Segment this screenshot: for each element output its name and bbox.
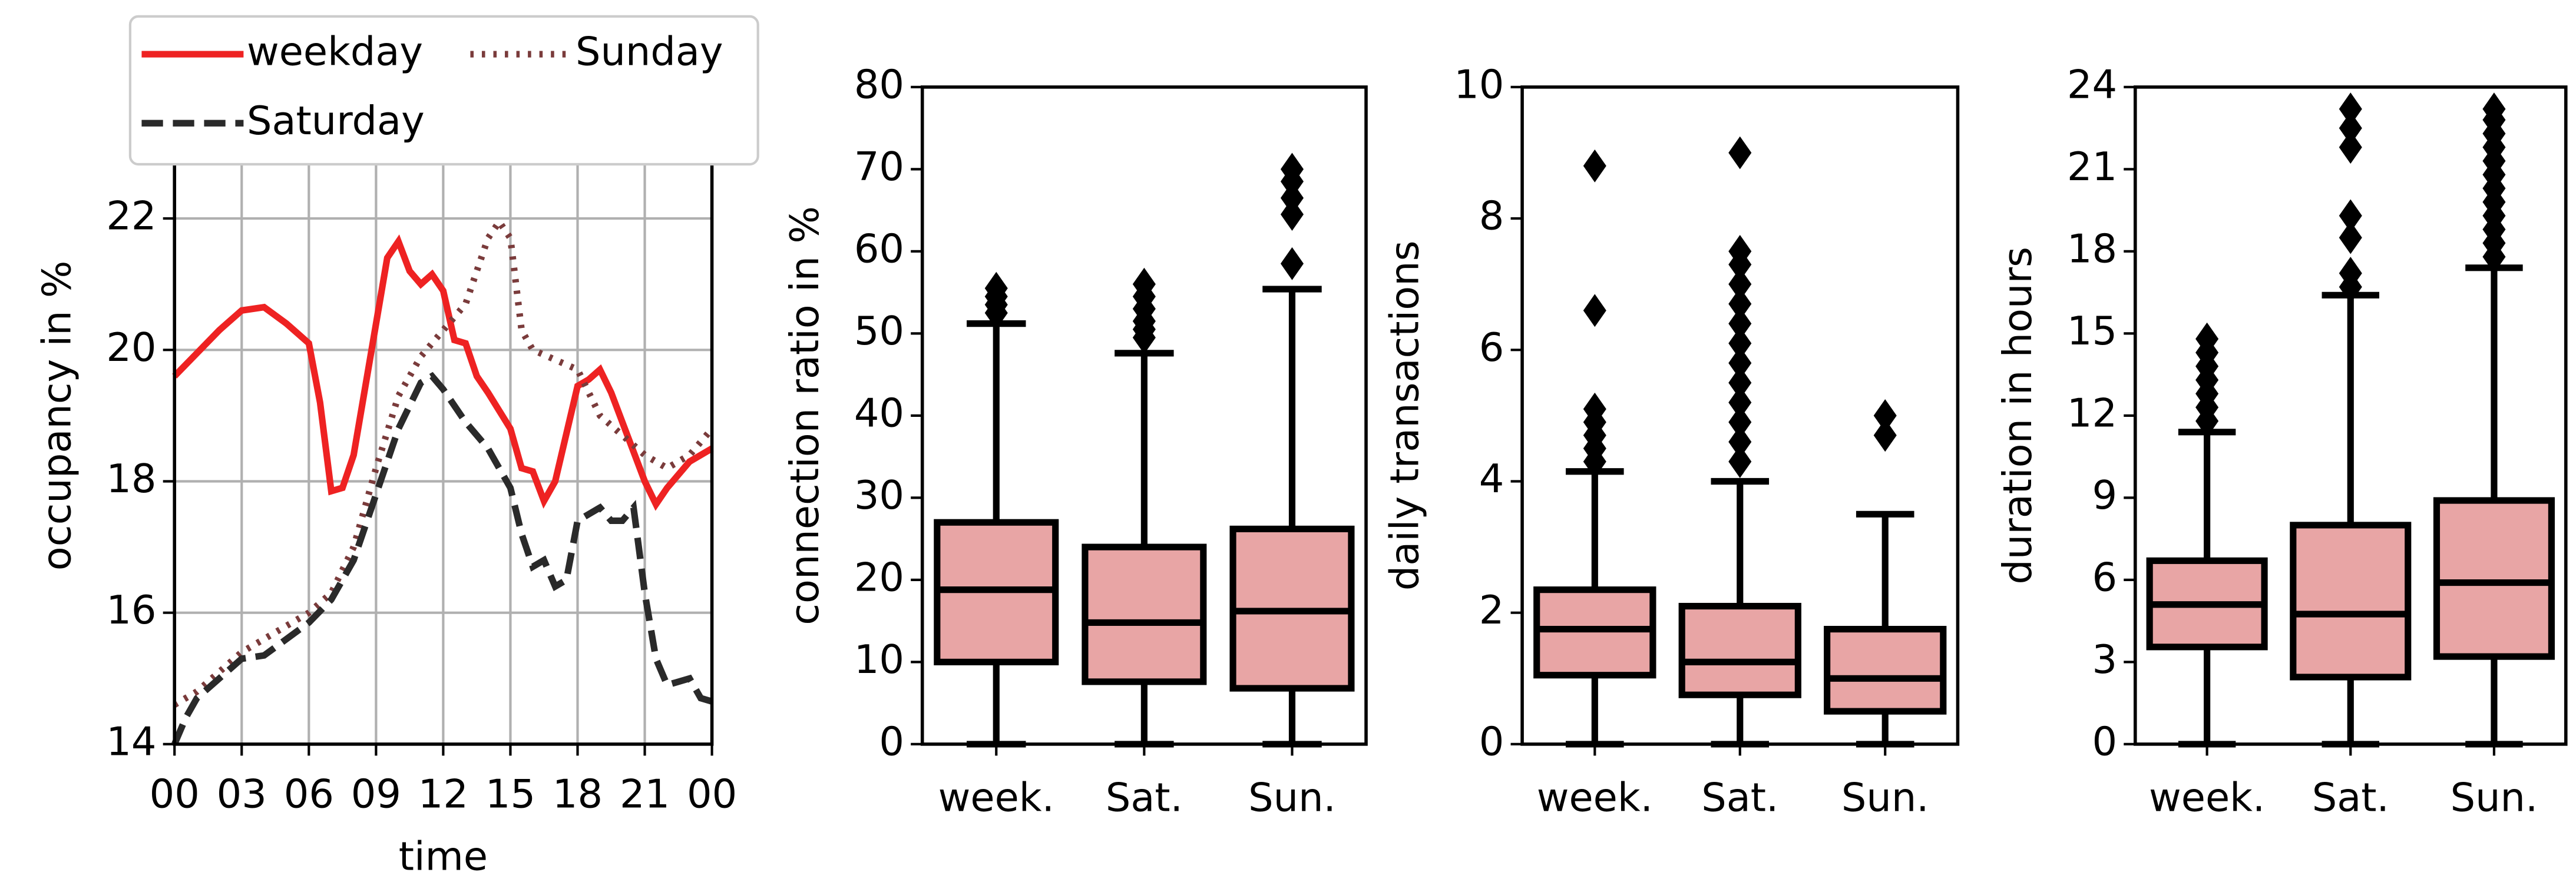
y-tick-label: 0 bbox=[2092, 718, 2117, 764]
x-tick-label: Sun. bbox=[1841, 774, 1929, 820]
flier bbox=[1728, 445, 1752, 478]
legend-label: Sunday bbox=[576, 29, 723, 75]
y-tick-label: 22 bbox=[106, 193, 156, 239]
box bbox=[1824, 626, 1947, 715]
y-tick-label: 10 bbox=[1454, 61, 1504, 107]
flier bbox=[1728, 234, 1752, 268]
y-tick-label: 40 bbox=[854, 390, 904, 436]
y-tick-label: 15 bbox=[2067, 308, 2117, 354]
y-tick-label: 6 bbox=[1479, 324, 1504, 370]
y-tick-label: 0 bbox=[879, 718, 904, 764]
y-tick-label: 21 bbox=[2067, 144, 2117, 190]
flier bbox=[1728, 136, 1752, 170]
y-tick-label: 50 bbox=[854, 308, 904, 354]
x-tick-label: 00 bbox=[150, 771, 200, 817]
flier bbox=[1873, 419, 1897, 452]
flier bbox=[2339, 131, 2362, 164]
flier bbox=[2339, 111, 2362, 145]
y-tick-label: 16 bbox=[106, 587, 156, 633]
y-tick-label: 10 bbox=[854, 636, 904, 682]
x-tick-label: Sun. bbox=[1248, 774, 1336, 820]
flier bbox=[984, 271, 1008, 305]
y-tick-label: 12 bbox=[2067, 390, 2117, 436]
y-tick-label: 3 bbox=[2092, 636, 2117, 682]
y-axis-label: duration in hours bbox=[1995, 247, 2041, 585]
y-tick-label: 60 bbox=[854, 226, 904, 271]
y-tick-label: 9 bbox=[2092, 472, 2117, 518]
x-tick-label: 03 bbox=[217, 771, 267, 817]
x-tick-label: week. bbox=[1537, 774, 1653, 820]
y-tick-label: 14 bbox=[106, 718, 156, 764]
x-tick-label: 18 bbox=[553, 771, 603, 817]
flier bbox=[1132, 267, 1156, 301]
flier bbox=[1728, 406, 1752, 439]
x-tick-label: 21 bbox=[620, 771, 670, 817]
flier bbox=[2339, 92, 2362, 125]
x-tick-label: week. bbox=[938, 774, 1054, 820]
y-tick-label: 24 bbox=[2067, 61, 2117, 107]
flier bbox=[1728, 425, 1752, 459]
axes-frame bbox=[920, 85, 1368, 746]
box bbox=[2290, 522, 2412, 681]
flier bbox=[1583, 149, 1606, 183]
y-axis-label: connection ratio in % bbox=[782, 206, 828, 625]
line-series bbox=[172, 234, 714, 511]
y-tick-label: 20 bbox=[106, 324, 156, 370]
flier bbox=[2339, 257, 2362, 290]
flier bbox=[1728, 346, 1752, 380]
flier bbox=[1728, 327, 1752, 360]
line-series bbox=[171, 372, 713, 746]
legend-frame bbox=[128, 15, 759, 166]
box bbox=[1678, 602, 1801, 698]
axes-frame bbox=[2133, 85, 2568, 746]
y-tick-label: 2 bbox=[1479, 587, 1504, 633]
axes-frame bbox=[1520, 85, 1960, 746]
flier bbox=[1583, 294, 1606, 327]
x-tick-label: 09 bbox=[351, 771, 401, 817]
y-axis-label: daily transactions bbox=[1381, 241, 1427, 591]
y-tick-label: 18 bbox=[2067, 226, 2117, 271]
y-tick-label: 0 bbox=[1479, 718, 1504, 764]
y-tick-label: 4 bbox=[1479, 456, 1504, 502]
flier bbox=[2482, 92, 2506, 125]
y-axis-label: occupancy in % bbox=[34, 261, 80, 571]
flier bbox=[1280, 152, 1304, 186]
x-tick-label: 00 bbox=[687, 771, 737, 817]
flier bbox=[1873, 399, 1897, 432]
y-tick-label: 6 bbox=[2092, 554, 2117, 600]
flier bbox=[1280, 198, 1304, 231]
box bbox=[2433, 497, 2555, 660]
y-tick-label: 20 bbox=[854, 554, 904, 600]
y-tick-label: 18 bbox=[106, 456, 156, 502]
legend-label: weekday bbox=[247, 29, 423, 75]
flier bbox=[2339, 221, 2362, 254]
flier bbox=[1728, 267, 1752, 301]
x-tick-label: week. bbox=[2149, 774, 2265, 820]
x-tick-label: 06 bbox=[284, 771, 334, 817]
y-tick-label: 80 bbox=[854, 61, 904, 107]
legend: weekday Sunday Saturday bbox=[128, 15, 759, 166]
x-tick-label: 15 bbox=[485, 771, 535, 817]
y-tick-label: 8 bbox=[1479, 193, 1504, 239]
legend-label: Saturday bbox=[247, 98, 425, 144]
y-tick-label: 30 bbox=[854, 472, 904, 518]
flier bbox=[2339, 199, 2362, 233]
flier bbox=[1728, 386, 1752, 419]
flier bbox=[1280, 247, 1304, 280]
x-tick-label: Sun. bbox=[2451, 774, 2538, 820]
x-tick-label: Sat. bbox=[1106, 774, 1183, 820]
y-tick-label: 70 bbox=[854, 144, 904, 190]
x-tick-label: Sat. bbox=[2312, 774, 2389, 820]
x-tick-label: Sat. bbox=[1701, 774, 1778, 820]
x-axis-label: time bbox=[399, 834, 488, 880]
box bbox=[1082, 543, 1207, 685]
x-tick-label: 12 bbox=[418, 771, 468, 817]
